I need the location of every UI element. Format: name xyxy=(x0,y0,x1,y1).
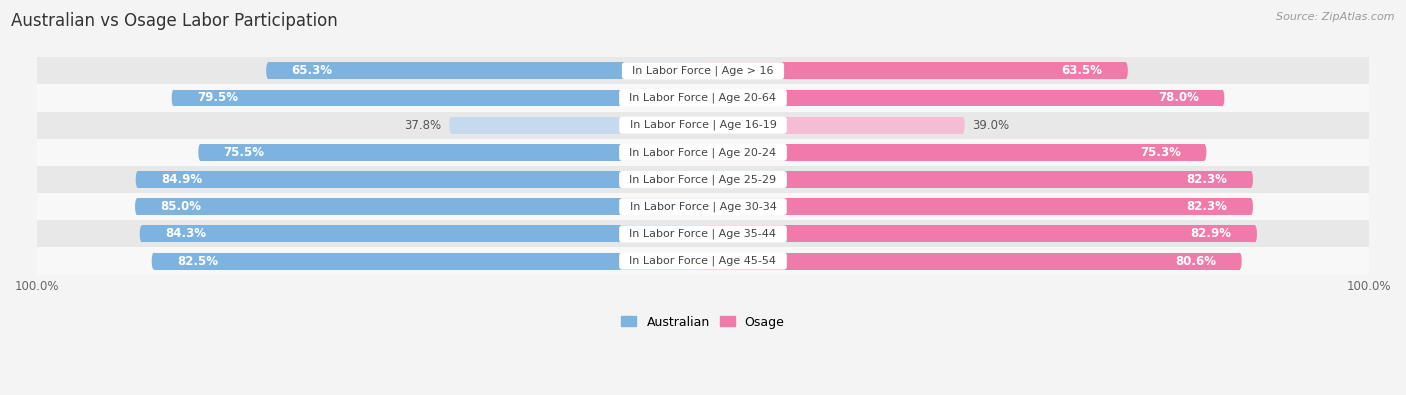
Circle shape xyxy=(139,226,143,242)
Circle shape xyxy=(135,198,139,215)
Bar xyxy=(37,139,1369,166)
Text: 63.5%: 63.5% xyxy=(1062,64,1102,77)
Bar xyxy=(703,62,1126,79)
Bar xyxy=(703,144,1205,161)
Text: 85.0%: 85.0% xyxy=(160,200,201,213)
Bar xyxy=(269,62,703,79)
Bar xyxy=(703,117,963,134)
Bar xyxy=(142,226,703,242)
Circle shape xyxy=(1123,62,1128,79)
Bar xyxy=(37,111,1369,139)
Text: 82.3%: 82.3% xyxy=(1187,173,1227,186)
Bar xyxy=(703,198,1251,215)
Bar xyxy=(703,171,1251,188)
Bar xyxy=(37,193,1369,220)
Text: Australian vs Osage Labor Participation: Australian vs Osage Labor Participation xyxy=(11,12,337,30)
Bar xyxy=(201,144,703,161)
Text: 37.8%: 37.8% xyxy=(405,118,441,132)
Bar xyxy=(174,90,703,106)
Circle shape xyxy=(152,253,156,269)
Text: 82.9%: 82.9% xyxy=(1191,228,1232,241)
Legend: Australian, Osage: Australian, Osage xyxy=(616,310,790,333)
Circle shape xyxy=(1220,90,1225,106)
Bar xyxy=(153,253,703,269)
Text: In Labor Force | Age 25-29: In Labor Force | Age 25-29 xyxy=(623,174,783,185)
Bar xyxy=(703,226,1256,242)
Circle shape xyxy=(266,62,270,79)
Circle shape xyxy=(1237,253,1241,269)
Text: 79.5%: 79.5% xyxy=(197,92,238,105)
Text: 39.0%: 39.0% xyxy=(973,118,1010,132)
Text: 84.3%: 84.3% xyxy=(165,228,207,241)
Text: 82.3%: 82.3% xyxy=(1187,200,1227,213)
Bar xyxy=(37,248,1369,275)
Circle shape xyxy=(1253,226,1257,242)
Text: In Labor Force | Age 30-34: In Labor Force | Age 30-34 xyxy=(623,201,783,212)
Bar xyxy=(37,166,1369,193)
Bar xyxy=(703,90,1222,106)
Text: 75.5%: 75.5% xyxy=(224,146,264,159)
Text: Source: ZipAtlas.com: Source: ZipAtlas.com xyxy=(1277,12,1395,22)
Bar xyxy=(37,220,1369,248)
Circle shape xyxy=(450,117,453,134)
Text: 80.6%: 80.6% xyxy=(1175,255,1216,267)
Text: In Labor Force | Age 16-19: In Labor Force | Age 16-19 xyxy=(623,120,783,130)
Text: In Labor Force | Age 35-44: In Labor Force | Age 35-44 xyxy=(623,229,783,239)
Text: In Labor Force | Age 20-64: In Labor Force | Age 20-64 xyxy=(623,93,783,103)
Bar xyxy=(37,85,1369,111)
Bar xyxy=(138,198,703,215)
Text: In Labor Force | Age 20-24: In Labor Force | Age 20-24 xyxy=(623,147,783,158)
Circle shape xyxy=(960,117,965,134)
Text: 78.0%: 78.0% xyxy=(1159,92,1199,105)
Bar xyxy=(703,253,1240,269)
Circle shape xyxy=(172,90,176,106)
Text: 84.9%: 84.9% xyxy=(162,173,202,186)
Text: 75.3%: 75.3% xyxy=(1140,146,1181,159)
Text: In Labor Force | Age 45-54: In Labor Force | Age 45-54 xyxy=(623,256,783,266)
Text: 65.3%: 65.3% xyxy=(291,64,333,77)
Text: 82.5%: 82.5% xyxy=(177,255,218,267)
Circle shape xyxy=(136,171,139,188)
Circle shape xyxy=(1202,144,1206,161)
Bar xyxy=(451,117,703,134)
Circle shape xyxy=(1249,171,1253,188)
Bar xyxy=(138,171,703,188)
Bar xyxy=(37,57,1369,85)
Text: In Labor Force | Age > 16: In Labor Force | Age > 16 xyxy=(626,66,780,76)
Circle shape xyxy=(198,144,202,161)
Circle shape xyxy=(1249,198,1253,215)
